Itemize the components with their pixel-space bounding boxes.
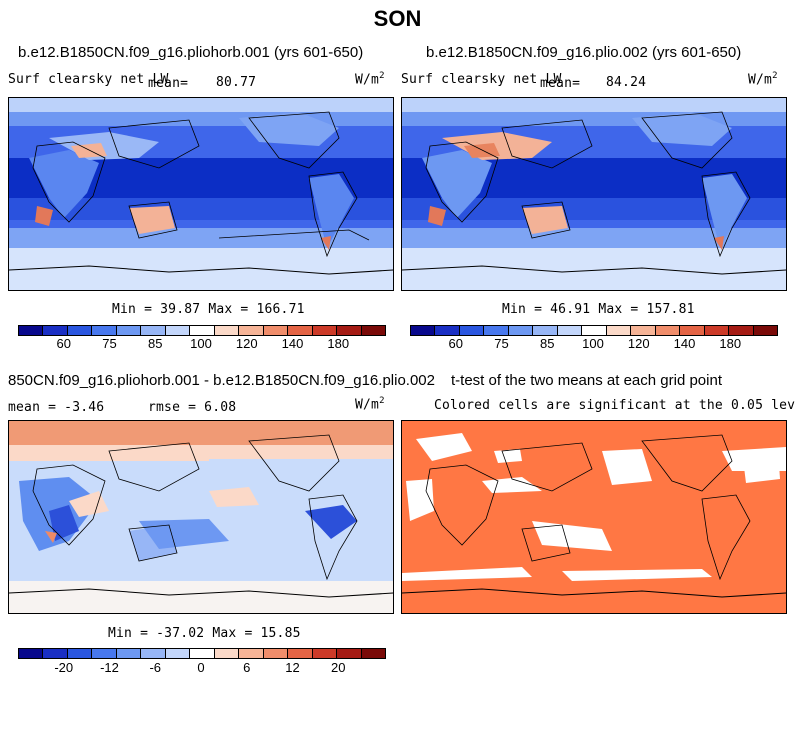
panel1-units: W/m2: [355, 71, 385, 88]
panel3-tick: -20: [54, 660, 74, 675]
panel2-colorbar: [410, 325, 778, 336]
panel1-tick: 140: [281, 336, 304, 351]
colorbar-swatch: [141, 649, 166, 658]
colorbar-swatch: [116, 649, 142, 658]
colorbar-swatch: [214, 649, 240, 658]
panel3-tick: 6: [243, 660, 251, 675]
panel2-tick: 60: [448, 336, 463, 351]
colorbar-swatch: [753, 326, 778, 335]
colorbar-swatch: [190, 649, 215, 658]
colorbar-swatch: [704, 326, 730, 335]
colorbar-swatch: [141, 326, 166, 335]
colorbar-swatch: [288, 326, 313, 335]
colorbar-swatch: [655, 326, 681, 335]
panel2-tick: 120: [627, 336, 650, 351]
panel4-map: [401, 420, 787, 614]
colorbar-swatch: [312, 326, 338, 335]
panel1-variable-label: Surf clearsky net LW: [8, 72, 169, 87]
colorbar-swatch: [92, 326, 117, 335]
colorbar-swatch: [165, 326, 191, 335]
panel4-subtitle: Colored cells are significant at the 0.0…: [434, 398, 795, 413]
colorbar-swatch: [92, 649, 117, 658]
panel3-colorbar: [18, 648, 386, 659]
panel2-mean-label: mean=: [540, 76, 581, 91]
panel1-colorbar: [18, 325, 386, 336]
panel1-tick: 120: [235, 336, 258, 351]
colorbar-swatch: [631, 326, 656, 335]
page-title: SON: [373, 6, 422, 31]
colorbar-swatch: [508, 326, 534, 335]
colorbar-swatch: [43, 649, 68, 658]
panel2-stats: Min = 46.91 Max = 157.81: [502, 302, 695, 317]
colorbar-swatch: [190, 326, 215, 335]
panel3-map: [8, 420, 394, 614]
colorbar-swatch: [116, 326, 142, 335]
colorbar-swatch: [582, 326, 607, 335]
colorbar-swatch: [459, 326, 485, 335]
colorbar-swatch: [337, 326, 362, 335]
colorbar-swatch: [361, 326, 386, 335]
panel2-map: [401, 97, 787, 291]
colorbar-swatch: [43, 326, 68, 335]
colorbar-swatch: [729, 326, 754, 335]
panel1-tick: 75: [102, 336, 117, 351]
colorbar-swatch: [533, 326, 558, 335]
colorbar-swatch: [214, 326, 240, 335]
colorbar-swatch: [484, 326, 509, 335]
colorbar-swatch: [19, 649, 44, 658]
panel1-stats: Min = 39.87 Max = 166.71: [112, 302, 305, 317]
panel1-tick: 85: [148, 336, 163, 351]
panel2-case-title: b.e12.B1850CN.f09_g16.plio.002 (yrs 601-…: [426, 44, 742, 61]
colorbar-swatch: [337, 649, 362, 658]
colorbar-swatch: [606, 326, 632, 335]
panel1-tick: 180: [327, 336, 350, 351]
panel3-stats: Min = -37.02 Max = 15.85: [108, 626, 301, 641]
colorbar-swatch: [288, 649, 313, 658]
colorbar-swatch: [67, 326, 93, 335]
panel1-tick: 60: [56, 336, 71, 351]
colorbar-swatch: [165, 649, 191, 658]
panel2-tick: 75: [494, 336, 509, 351]
panel3-tick: -12: [100, 660, 119, 675]
panel3-mean: mean = -3.46: [8, 400, 105, 415]
colorbar-swatch: [411, 326, 436, 335]
panel1-mean-value: 80.77: [216, 75, 257, 90]
colorbar-swatch: [361, 649, 386, 658]
colorbar-swatch: [435, 326, 460, 335]
colorbar-swatch: [263, 649, 289, 658]
panel2-mean-value: 84.24: [606, 75, 647, 90]
colorbar-swatch: [557, 326, 583, 335]
panel2-tick: 140: [673, 336, 696, 351]
panel1-case-title: b.e12.B1850CN.f09_g16.pliohorb.001 (yrs …: [18, 44, 364, 61]
panel2-units: W/m2: [748, 71, 778, 88]
panel3-tick: -6: [149, 660, 162, 675]
panel1-mean-label: mean=: [148, 76, 189, 91]
colorbar-swatch: [239, 326, 264, 335]
colorbar-swatch: [67, 649, 93, 658]
panel2-tick: 180: [719, 336, 742, 351]
colorbar-swatch: [312, 649, 338, 658]
colorbar-swatch: [19, 326, 44, 335]
colorbar-swatch: [239, 649, 264, 658]
panel3-tick: 12: [285, 660, 300, 675]
colorbar-swatch: [680, 326, 705, 335]
panel3-tick: 0: [197, 660, 205, 675]
panel3-tick: 20: [331, 660, 346, 675]
colorbar-swatch: [263, 326, 289, 335]
panel2-variable-label: Surf clearsky net LW: [401, 72, 562, 87]
panel2-tick: 100: [582, 336, 604, 351]
panel3-units: W/m2: [355, 396, 385, 413]
panel3-case-title: 850CN.f09_g16.pliohorb.001 - b.e12.B1850…: [8, 372, 435, 389]
panel1-map: [8, 97, 394, 291]
panel1-tick: 100: [190, 336, 212, 351]
panel3-rmse: rmse = 6.08: [148, 400, 237, 415]
panel4-title: t-test of the two means at each grid poi…: [451, 372, 722, 389]
panel2-tick: 85: [540, 336, 555, 351]
